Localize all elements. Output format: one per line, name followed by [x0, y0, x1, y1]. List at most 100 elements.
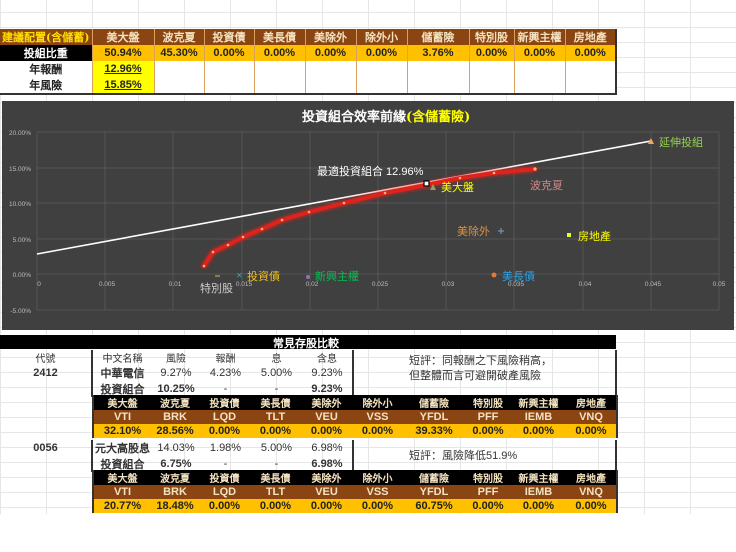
etf-asset[interactable]: 美大盤	[93, 470, 151, 485]
etf-ticker[interactable]: BRK	[151, 410, 199, 424]
weight-cell[interactable]: 0.00%	[204, 45, 255, 61]
etf-asset[interactable]: 特別股	[465, 395, 511, 410]
asset-header[interactable]: 房地產	[565, 29, 617, 45]
efficient-frontier-chart[interactable]: 投資組合效率前緣(含儲蓄險) 20.00% 15.00% 10.0	[2, 101, 734, 330]
empty-cell[interactable]	[254, 61, 306, 77]
portfolio-return[interactable]: -	[223, 458, 228, 470]
asset-header[interactable]: 波克夏	[154, 29, 205, 45]
etf-ticker[interactable]: VEU	[301, 485, 352, 499]
etf-ticker[interactable]: VTI	[93, 410, 151, 424]
etf-ticker[interactable]: TLT	[250, 485, 301, 499]
etf-ticker[interactable]: IEMB	[511, 485, 566, 499]
empty-cell[interactable]	[514, 77, 566, 94]
etf-ticker[interactable]: PFF	[465, 410, 511, 424]
empty-cell[interactable]	[204, 61, 255, 77]
etf-asset[interactable]: 投資債	[199, 470, 250, 485]
asset-header[interactable]: 除外小	[356, 29, 408, 45]
etf-weight[interactable]: 39.33%	[403, 424, 465, 438]
asset-header[interactable]: 美長債	[254, 29, 306, 45]
portfolio-total-return[interactable]: 6.98%	[302, 456, 354, 472]
etf-ticker[interactable]: LQD	[199, 410, 250, 424]
veu-marker[interactable]	[498, 228, 504, 234]
portfolio-risk[interactable]: 6.75%	[160, 458, 192, 470]
stock-name[interactable]: 元大高股息	[91, 440, 152, 456]
etf-asset[interactable]: 特別股	[465, 470, 511, 485]
stock-comment[interactable]: 短評：同報酬之下風險稍高，但整體而言可避開破產風險	[409, 355, 552, 382]
portfolio-dividend[interactable]: -	[274, 383, 279, 395]
portfolio-label[interactable]: 投資組合	[91, 456, 152, 472]
etf-weight[interactable]: 18.48%	[151, 499, 199, 513]
etf-asset[interactable]: 美長債	[250, 395, 301, 410]
stock-dividend[interactable]: 5.00%	[260, 442, 293, 454]
empty-cell[interactable]	[561, 350, 617, 397]
stock-risk[interactable]: 14.03%	[157, 442, 195, 454]
iemb-marker[interactable]	[306, 275, 310, 279]
empty-cell[interactable]	[305, 77, 357, 94]
etf-weight[interactable]: 0.00%	[199, 499, 250, 513]
column-header[interactable]: 含息	[302, 350, 354, 365]
empty-cell[interactable]	[305, 61, 357, 77]
weight-cell[interactable]: 50.94%	[92, 45, 155, 61]
etf-asset[interactable]: 美大盤	[93, 395, 151, 410]
tlt-marker[interactable]	[491, 272, 497, 278]
lqd-marker[interactable]: ✕	[236, 271, 243, 280]
asset-header[interactable]: 儲蓄險	[407, 29, 470, 45]
empty-cell[interactable]	[0, 381, 92, 397]
stock-risk[interactable]: 9.27%	[160, 367, 192, 379]
etf-ticker[interactable]: PFF	[465, 485, 511, 499]
etf-weight[interactable]: 0.00%	[301, 499, 352, 513]
etf-ticker[interactable]: YFDL	[403, 485, 465, 499]
extended-portfolio-marker[interactable]	[648, 138, 654, 144]
etf-weight[interactable]: 0.00%	[250, 424, 301, 438]
portfolio-label[interactable]: 投資組合	[91, 381, 152, 397]
empty-cell[interactable]	[469, 77, 515, 94]
stock-total-return[interactable]: 9.23%	[302, 365, 354, 381]
stock-dividend[interactable]: 5.00%	[260, 367, 293, 379]
weight-cell[interactable]: 45.30%	[154, 45, 205, 61]
annual-risk-label[interactable]: 年風險	[0, 77, 93, 94]
empty-cell[interactable]	[204, 77, 255, 94]
empty-cell[interactable]	[0, 456, 92, 472]
etf-ticker[interactable]: VTI	[93, 485, 151, 499]
etf-asset[interactable]: 除外小	[352, 470, 403, 485]
etf-asset[interactable]: 美除外	[301, 395, 352, 410]
etf-asset[interactable]: 投資債	[199, 395, 250, 410]
etf-asset[interactable]: 除外小	[352, 395, 403, 410]
etf-weight[interactable]: 0.00%	[566, 424, 617, 438]
etf-weight[interactable]: 0.00%	[566, 499, 617, 513]
empty-cell[interactable]	[356, 77, 408, 94]
etf-weight[interactable]: 0.00%	[301, 424, 352, 438]
empty-cell[interactable]	[469, 61, 515, 77]
asset-header[interactable]: 新興主權	[514, 29, 566, 45]
etf-asset[interactable]: 房地產	[566, 470, 617, 485]
etf-ticker[interactable]: VNQ	[566, 485, 617, 499]
etf-weight[interactable]: 32.10%	[93, 424, 151, 438]
empty-cell[interactable]	[514, 61, 566, 77]
portfolio-risk[interactable]: 10.25%	[157, 383, 195, 395]
asset-header[interactable]: 美除外	[305, 29, 357, 45]
empty-cell[interactable]	[356, 61, 408, 77]
stock-code[interactable]: 2412	[33, 367, 58, 379]
etf-weight[interactable]: 0.00%	[511, 499, 566, 513]
portfolio-return[interactable]: -	[223, 383, 228, 395]
portfolio-total-return[interactable]: 9.23%	[302, 381, 354, 397]
allocation-title[interactable]: 建議配置(含儲蓄)	[0, 29, 93, 45]
etf-ticker[interactable]: TLT	[250, 410, 301, 424]
empty-cell[interactable]	[407, 77, 470, 94]
etf-asset[interactable]: 房地產	[566, 395, 617, 410]
column-header[interactable]: 息	[271, 354, 282, 365]
etf-asset[interactable]: 波克夏	[151, 395, 199, 410]
etf-ticker[interactable]: VEU	[301, 410, 352, 424]
stock-return[interactable]: 1.98%	[209, 442, 242, 454]
stock-code[interactable]: 0056	[33, 442, 58, 454]
empty-cell[interactable]	[254, 77, 306, 94]
etf-weight[interactable]: 0.00%	[465, 424, 511, 438]
etf-ticker[interactable]: VNQ	[566, 410, 617, 424]
weight-cell[interactable]: 0.00%	[305, 45, 357, 61]
weight-cell[interactable]: 0.00%	[469, 45, 515, 61]
etf-asset[interactable]: 波克夏	[151, 470, 199, 485]
etf-weight[interactable]: 28.56%	[151, 424, 199, 438]
etf-ticker[interactable]: IEMB	[511, 410, 566, 424]
column-header[interactable]: 風險	[166, 354, 186, 365]
etf-ticker[interactable]: LQD	[199, 485, 250, 499]
